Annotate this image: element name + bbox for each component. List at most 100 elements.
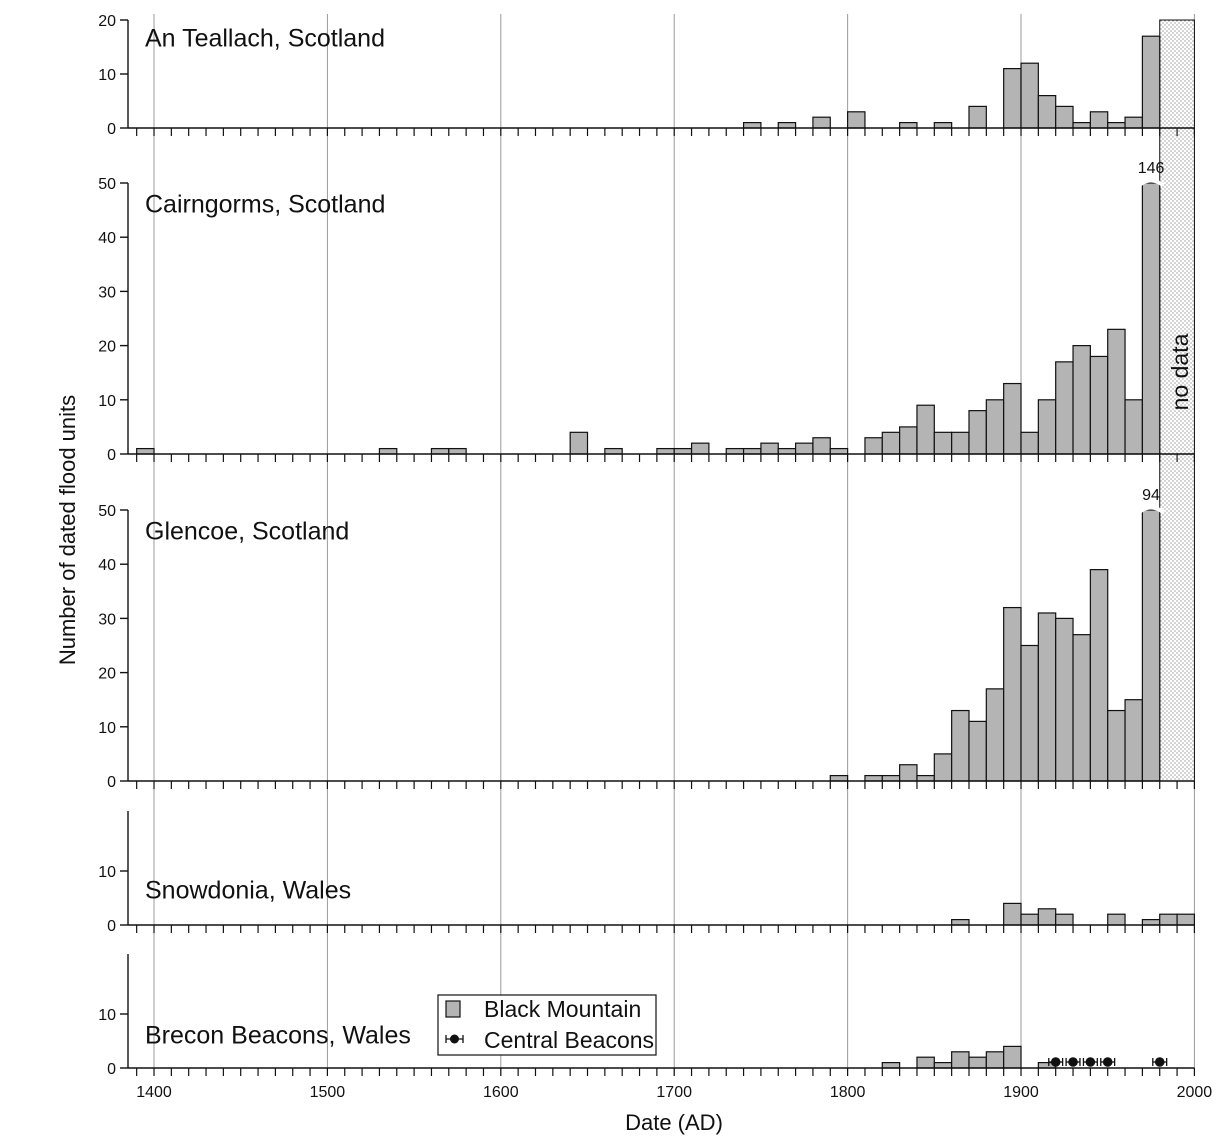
x-tick-label-2000: 2000 xyxy=(1177,1084,1213,1101)
bar-1870 xyxy=(968,1056,987,1069)
panel-title: Snowdonia, Wales xyxy=(145,877,351,905)
panel-title: Glencoe, Scotland xyxy=(145,518,349,546)
bar-1870 xyxy=(968,410,987,455)
bar-1930 xyxy=(1072,634,1091,782)
bar-1860 xyxy=(951,1051,970,1069)
panel-4: Snowdonia, Wales 0 10 xyxy=(98,811,1196,935)
bar-1860 xyxy=(951,918,970,926)
bar-1760 xyxy=(777,121,797,129)
y-tick-label: 50 xyxy=(98,176,116,193)
bar-1930 xyxy=(1072,121,1091,129)
legend-item-central-beacons: Central Beacons xyxy=(484,1027,654,1053)
bar-1880 xyxy=(985,688,1005,782)
bar-1390 xyxy=(136,447,155,455)
bar-1790 xyxy=(829,447,849,455)
bar-1750 xyxy=(760,442,779,455)
y-tick-label: 10 xyxy=(98,67,116,84)
bar-1660 xyxy=(604,447,623,455)
bar-value-label: 146 xyxy=(1138,160,1165,177)
y-tick-label: 0 xyxy=(107,447,116,464)
y-tick-label: 40 xyxy=(98,557,116,574)
bar-1970 xyxy=(1141,509,1161,782)
point-1940 xyxy=(1085,1057,1096,1067)
bar-1880 xyxy=(985,1051,1005,1069)
bar-1690 xyxy=(656,447,675,455)
bar-1530 xyxy=(378,447,398,455)
panel-2: Cairngorms, Scotland 146 0 10 20 30 40 50 xyxy=(98,160,1196,464)
y-tick-label: 10 xyxy=(98,393,116,410)
bar-1920 xyxy=(1055,617,1074,782)
bar-1840 xyxy=(916,404,935,455)
bar-1840 xyxy=(916,774,935,782)
bar-1880 xyxy=(985,399,1005,455)
bar-1930 xyxy=(1072,345,1091,455)
bar-1820 xyxy=(881,1061,901,1069)
bar-1780 xyxy=(812,116,831,129)
point-1930 xyxy=(1068,1057,1078,1067)
no-data-label: no data xyxy=(1167,333,1193,410)
bar-1560 xyxy=(430,447,450,455)
legend-box xyxy=(437,994,657,1056)
bar-1890 xyxy=(1003,606,1022,782)
x-tick-label-1600: 1600 xyxy=(483,1084,519,1101)
bar-1960 xyxy=(1124,699,1143,782)
x-axis: 1400 1500 1600 1700 1800 1900 2000 xyxy=(136,1084,1212,1101)
bar-1950 xyxy=(1107,913,1126,926)
bar-1950 xyxy=(1107,121,1126,129)
bar-1700 xyxy=(673,447,693,455)
bar-1910 xyxy=(1037,908,1057,926)
point-1920 xyxy=(1050,1057,1061,1067)
axis-break-mark xyxy=(1138,505,1164,514)
bar-1760 xyxy=(777,447,797,455)
bar-1850 xyxy=(933,431,953,455)
bar-1890 xyxy=(1003,382,1022,455)
bar-1780 xyxy=(812,437,831,455)
y-axis-label: Number of dated flood units xyxy=(55,395,80,665)
y-tick-label: 20 xyxy=(98,13,116,30)
bar-1830 xyxy=(899,121,918,129)
y-tick-label: 0 xyxy=(107,918,116,935)
bar-1810 xyxy=(864,774,883,782)
x-tick-label-1700: 1700 xyxy=(656,1084,692,1101)
bar-value-label: 94 xyxy=(1142,487,1160,504)
bar-1910 xyxy=(1037,94,1057,129)
bar-1960 xyxy=(1124,399,1143,455)
bar-1980 xyxy=(1159,913,1178,926)
bar-1740 xyxy=(742,121,762,129)
y-tick-label: 30 xyxy=(98,611,116,628)
y-tick-label: 10 xyxy=(98,720,116,737)
y-tick-label: 20 xyxy=(98,339,116,356)
bar-1860 xyxy=(951,431,970,455)
panel-5: Brecon Beacons, Wales 0 10 xyxy=(98,954,1196,1078)
bar-1890 xyxy=(1003,1045,1022,1069)
x-tick-label-1900: 1900 xyxy=(1003,1084,1039,1101)
y-tick-label: 20 xyxy=(98,666,116,683)
bar-1840 xyxy=(916,1056,935,1069)
y-tick-label: 10 xyxy=(98,864,116,881)
point-1980 xyxy=(1154,1057,1165,1067)
bar-1790 xyxy=(829,774,849,782)
y-tick-label: 40 xyxy=(98,230,116,247)
bar-1940 xyxy=(1089,355,1109,455)
bar-1830 xyxy=(899,426,918,455)
bar-1900 xyxy=(1020,62,1039,129)
bar-1730 xyxy=(725,447,745,455)
bar-1770 xyxy=(794,442,814,455)
bar-1850 xyxy=(933,753,953,782)
bar-1940 xyxy=(1089,569,1109,782)
x-tick-label-1800: 1800 xyxy=(830,1084,866,1101)
y-tick-label: 0 xyxy=(107,121,116,138)
bar-1950 xyxy=(1107,328,1126,455)
bar-1710 xyxy=(690,442,710,455)
panel-1: An Teallach, Scotland 0 10 20 xyxy=(98,13,1196,138)
bar-1870 xyxy=(968,720,987,782)
panel-3: Glencoe, Scotland 94 0 10 20 30 40 50 xyxy=(98,487,1196,791)
bar-1920 xyxy=(1055,361,1074,455)
y-tick-label: 0 xyxy=(107,774,116,791)
bar-1640 xyxy=(569,431,589,455)
x-axis-label: Date (AD) xyxy=(625,1110,723,1135)
panel-title: Cairngorms, Scotland xyxy=(145,191,385,219)
x-tick-label-1500: 1500 xyxy=(310,1084,346,1101)
bar-1910 xyxy=(1037,612,1057,782)
